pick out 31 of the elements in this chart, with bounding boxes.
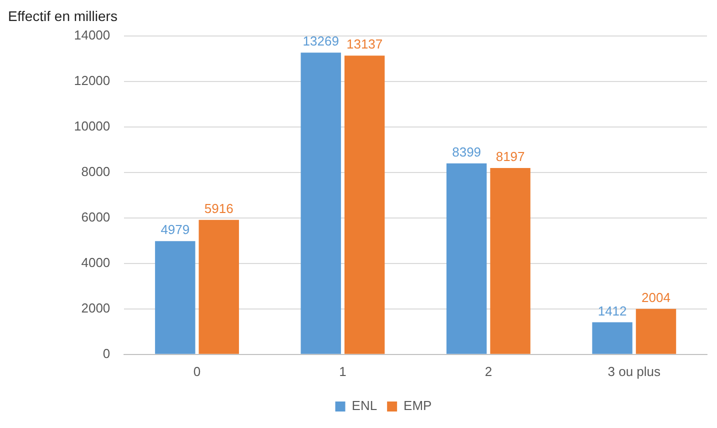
y-tick-label: 2000: [81, 300, 110, 316]
y-axis-title: Effectif en milliers: [8, 8, 118, 24]
y-tick-label: 10000: [74, 118, 110, 134]
y-tick-label: 8000: [81, 164, 110, 180]
legend-label: EMP: [404, 398, 432, 414]
data-label: 8399: [452, 144, 482, 160]
x-tick-label: 2: [484, 364, 492, 379]
bar: [300, 52, 341, 354]
bar: [198, 220, 239, 354]
bar: [155, 241, 196, 354]
data-label: 2004: [642, 290, 670, 305]
y-tick-label: 6000: [81, 210, 110, 225]
data-label: 5916: [204, 200, 234, 216]
y-tick-label: 0: [102, 346, 110, 361]
x-tick-label: 3 ou plus: [608, 364, 662, 379]
data-label: 13137: [346, 36, 383, 52]
bar: [446, 163, 487, 354]
y-tick-label: 12000: [74, 73, 110, 88]
data-label: 4979: [160, 222, 190, 238]
legend-label: ENL: [352, 398, 378, 414]
y-tick-label: 4000: [81, 255, 110, 270]
x-tick-label: 1: [339, 364, 346, 379]
x-tick-label: 0: [193, 364, 201, 379]
bar: [344, 56, 385, 354]
bar: [592, 322, 632, 354]
bar: [490, 168, 530, 354]
data-label: 8197: [496, 149, 525, 164]
data-label: 13269: [302, 34, 339, 49]
y-tick-label: 14000: [74, 28, 110, 43]
bar: [636, 308, 676, 354]
data-label: 1412: [598, 303, 627, 318]
